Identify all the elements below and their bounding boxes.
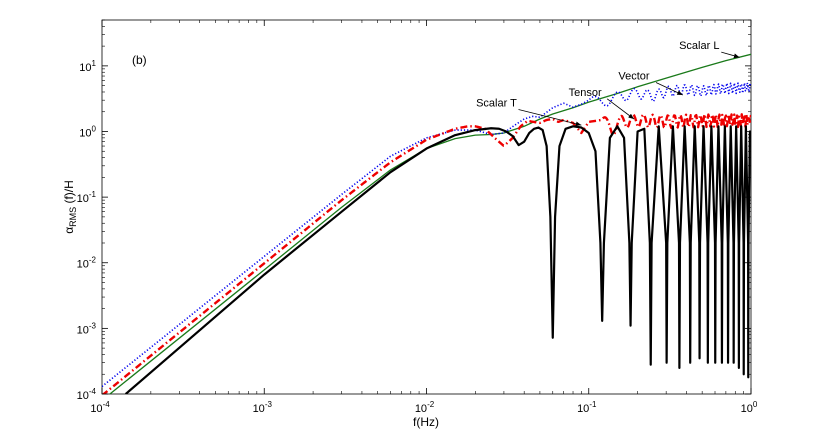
axis-layer: 10-4 10-3 10-2 10-1 100 10-4 10-3 10-2 10-1 100 10… (77, 19, 758, 415)
y-tick-label: 10-4 (77, 387, 97, 402)
annotation-tensor: Tensor (569, 87, 602, 99)
x-tick-label: 10-1 (577, 400, 597, 415)
x-tick-label: 10-4 (90, 400, 110, 415)
x-axis-label: f(Hz) (413, 415, 439, 429)
panel-label: (b) (132, 53, 147, 67)
annotation-arrow-tensor (606, 98, 635, 120)
x-tick-label: 10-3 (253, 400, 273, 415)
x-tick-label: 100 (741, 400, 758, 415)
annotation-scalar-l: Scalar L (679, 40, 719, 52)
annotation-vector: Vector (618, 70, 650, 82)
x-tick-label: 10-2 (415, 400, 435, 415)
series-line-vector (102, 82, 751, 388)
y-tick-label: 10-2 (77, 256, 97, 271)
annotation-arrow-scalar-l (721, 51, 740, 59)
series-line-tensor (102, 113, 751, 394)
y-axis-label-rest: (f)/H (62, 180, 76, 207)
annotation-scalar-t: Scalar T (476, 98, 517, 110)
y-axis-label-main: α (62, 227, 76, 234)
annotation-arrow-scalar-t (518, 109, 582, 127)
series-layer (102, 53, 751, 394)
y-axis-label: αRMS (f)/H (62, 180, 78, 234)
series-line-scalar-t (124, 125, 751, 394)
annotation-layer: Scalar L Vector Tensor Scalar T (476, 40, 740, 127)
y-tick-label: 10-3 (77, 321, 97, 336)
y-tick-label: 101 (79, 59, 96, 74)
y-axis-label-sub: RMS (68, 207, 78, 227)
annotation-arrow-vector (655, 82, 683, 96)
y-tick-label: 10-1 (77, 190, 97, 205)
y-tick-label: 100 (79, 124, 96, 139)
